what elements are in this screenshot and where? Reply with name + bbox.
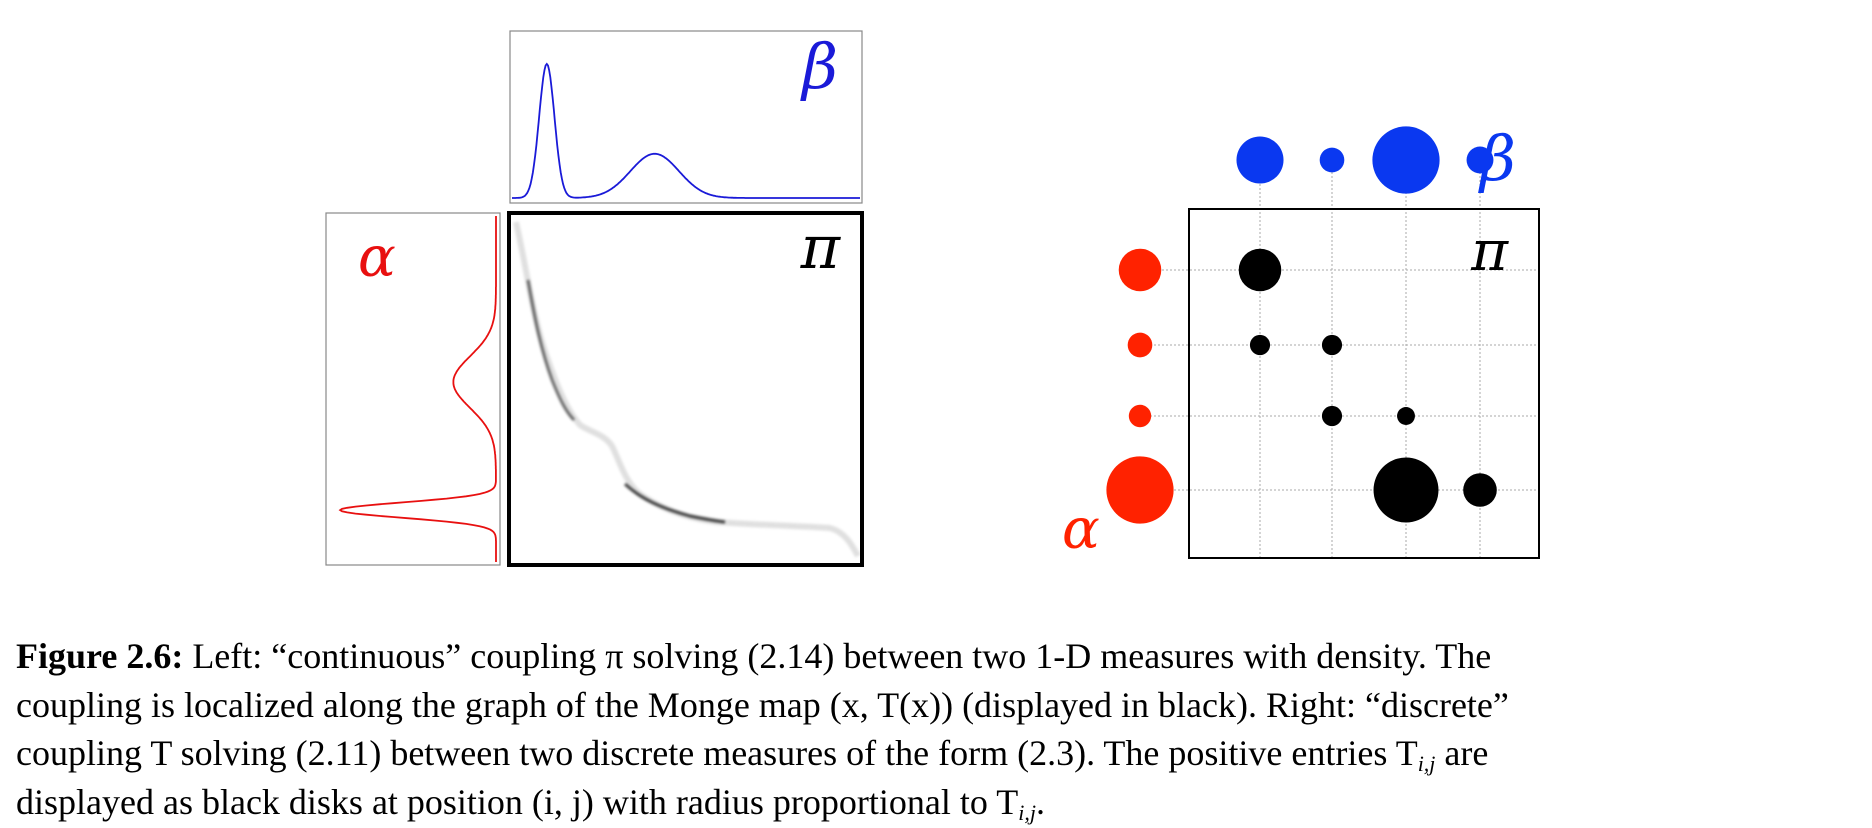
discrete-coupling-figure: β α π <box>1062 122 1540 562</box>
beta-disk-3 <box>1372 126 1440 194</box>
caption-text-4b: . <box>1035 781 1045 822</box>
monge-map-graph-segment <box>623 482 726 524</box>
pi-label-right: π <box>1470 219 1509 284</box>
caption-text-3b: are <box>1444 733 1489 773</box>
coupling-entries <box>1238 248 1497 523</box>
coupling-disk-2-1 <box>1249 334 1271 356</box>
coupling-disk-2-2 <box>1321 334 1343 356</box>
figure-canvas: β α π β α π <box>325 30 1540 567</box>
beta-disk-1 <box>1236 136 1284 184</box>
beta-density-panel: β <box>509 30 863 204</box>
continuous-coupling-panel: π <box>507 211 864 567</box>
beta-disk-4 <box>1466 146 1494 174</box>
coupling-disk-4-3 <box>1373 457 1439 523</box>
coupling-disk-1-1 <box>1238 248 1282 292</box>
alpha-disk-2 <box>1127 332 1153 358</box>
caption-sub-3: i,j <box>1417 751 1436 776</box>
coupling-disk-3-3 <box>1397 407 1415 425</box>
figure-label: Figure 2.6: <box>16 636 184 676</box>
alpha-label-discrete: α <box>1062 497 1100 562</box>
coupling-disk-4-4 <box>1463 473 1497 507</box>
alpha-label: α <box>358 225 396 290</box>
caption-line-1: Figure 2.6: Left: “continuous” coupling … <box>16 632 1856 681</box>
alpha-disk-3 <box>1128 404 1152 428</box>
beta-label-discrete: β <box>1478 122 1516 195</box>
monge-map-graph <box>526 279 576 422</box>
discrete-coupling-frame <box>1188 208 1540 559</box>
beta-label: β <box>800 30 838 103</box>
alpha-weights <box>1106 248 1174 524</box>
pi-label-left: π <box>800 213 842 283</box>
beta-weights <box>1236 126 1494 194</box>
figure-caption: Figure 2.6: Left: “continuous” coupling … <box>16 632 1856 826</box>
alpha-density-curve <box>338 216 497 562</box>
caption-text-3: coupling T solving (2.11) between two di… <box>16 733 1418 773</box>
alpha-disk-4 <box>1106 456 1174 524</box>
alpha-density-panel: α <box>325 212 501 566</box>
caption-text-4: displayed as black disks at position (i,… <box>16 781 1019 822</box>
alpha-disk-1 <box>1118 248 1162 292</box>
monge-map-graph-faint <box>513 221 861 558</box>
coupling-disk-3-2 <box>1321 405 1343 427</box>
caption-text-1: Left: “continuous” coupling π solving (2… <box>192 636 1492 676</box>
beta-density-curve <box>512 62 860 199</box>
caption-sub-4: i,j <box>1018 799 1036 825</box>
caption-line-4: displayed as black disks at position (i,… <box>16 778 1856 827</box>
caption-line-2: coupling is localized along the graph of… <box>16 684 1509 725</box>
beta-disk-2 <box>1319 147 1345 173</box>
caption-line-3: coupling T solving (2.11) between two di… <box>16 729 1856 778</box>
